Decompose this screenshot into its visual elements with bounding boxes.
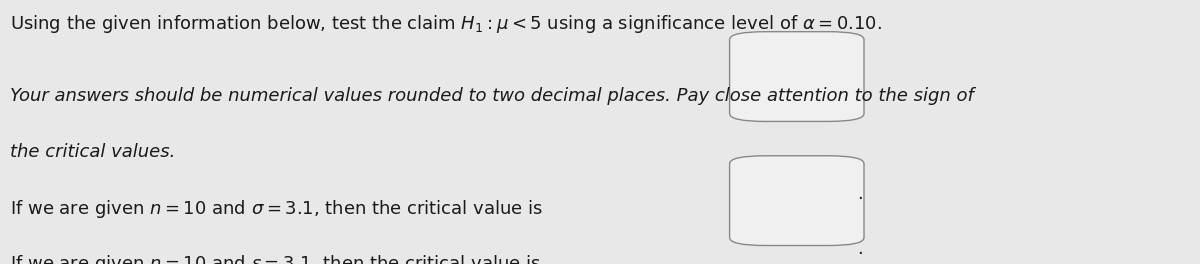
Text: Your answers should be numerical values rounded to two decimal places. Pay close: Your answers should be numerical values … <box>10 87 973 105</box>
Text: If we are given $n = 10$ and $\sigma = 3.1$, then the critical value is: If we are given $n = 10$ and $\sigma = 3… <box>10 198 542 220</box>
FancyBboxPatch shape <box>730 32 864 121</box>
Text: Using the given information below, test the claim $H_1 : \mu < 5$ using a signif: Using the given information below, test … <box>10 13 882 35</box>
Text: .: . <box>857 185 863 203</box>
Text: If we are given $n = 10$ and $s = 3.1$, then the critical value is: If we are given $n = 10$ and $s = 3.1$, … <box>10 253 540 264</box>
FancyBboxPatch shape <box>730 156 864 246</box>
Text: the critical values.: the critical values. <box>10 143 175 161</box>
Text: .: . <box>857 240 863 258</box>
